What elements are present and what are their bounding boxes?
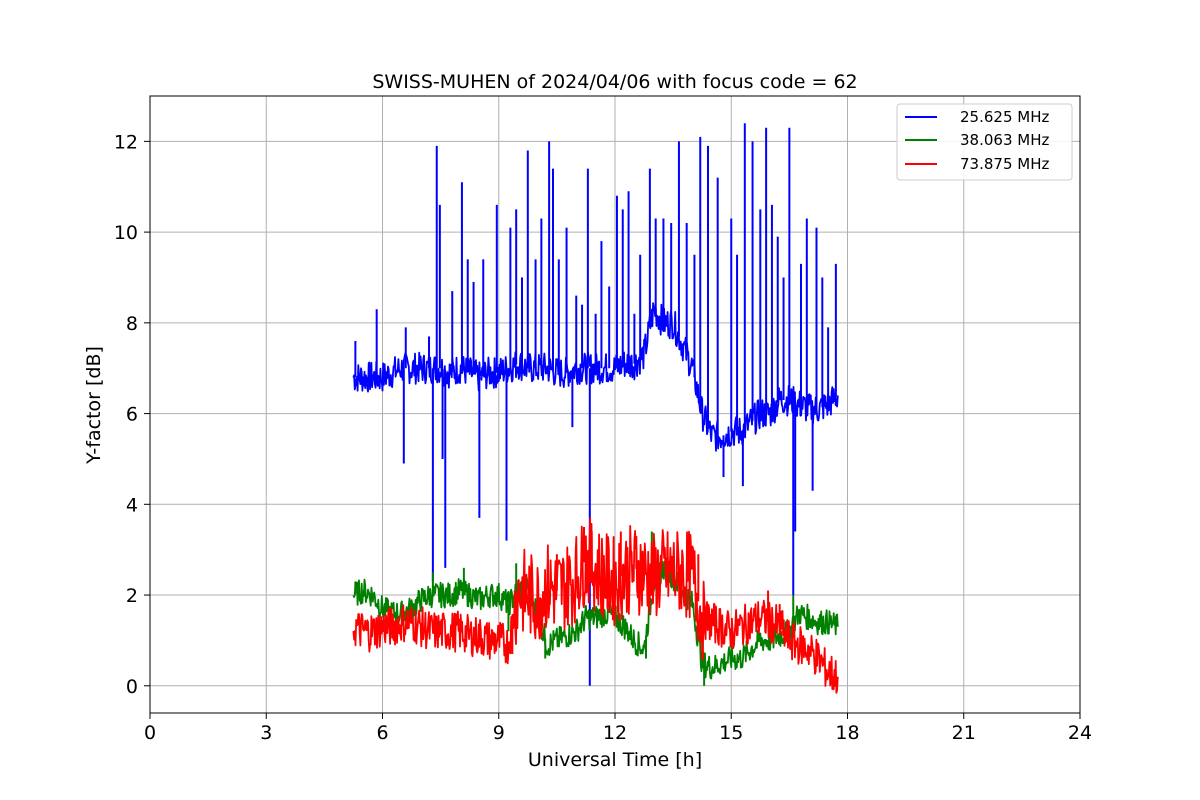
y-tick-label: 8 — [126, 313, 138, 335]
x-axis-label: Universal Time [h] — [528, 749, 702, 771]
series-line — [352, 302, 839, 452]
chart-title: SWISS-MUHEN of 2024/04/06 with focus cod… — [372, 71, 857, 93]
x-tick-label: 12 — [603, 722, 627, 744]
x-tick-label: 9 — [493, 722, 505, 744]
legend-label-series-2: 38.063 MHz — [960, 131, 1049, 149]
series-line — [352, 557, 839, 680]
y-tick-label: 6 — [126, 404, 138, 426]
x-tick-label: 18 — [835, 722, 859, 744]
legend-label-series-1: 25.625 MHz — [960, 108, 1049, 126]
series-line — [352, 517, 839, 694]
y-tick-label: 12 — [114, 131, 138, 153]
x-tick-label: 0 — [144, 722, 156, 744]
y-tick-label: 10 — [114, 222, 138, 244]
legend-label-series-3: 73.875 MHz — [960, 155, 1049, 173]
legend-box — [896, 103, 1073, 181]
data-series — [352, 123, 839, 694]
x-tick-label: 21 — [952, 722, 976, 744]
y-tick-label: 0 — [126, 676, 138, 698]
y-tick-label: 2 — [126, 585, 138, 607]
x-tick-label: 6 — [376, 722, 388, 744]
x-tick-label: 24 — [1068, 722, 1092, 744]
y-tick-label: 4 — [126, 494, 138, 516]
x-tick-label: 3 — [260, 722, 272, 744]
legend: 25.625 MHz 38.063 MHz 73.875 MHz — [896, 103, 1073, 181]
series-3 — [352, 517, 839, 694]
x-tick-label: 15 — [719, 722, 743, 744]
series-1 — [352, 123, 839, 686]
y-axis-label: Y-factor [dB] — [83, 346, 105, 465]
